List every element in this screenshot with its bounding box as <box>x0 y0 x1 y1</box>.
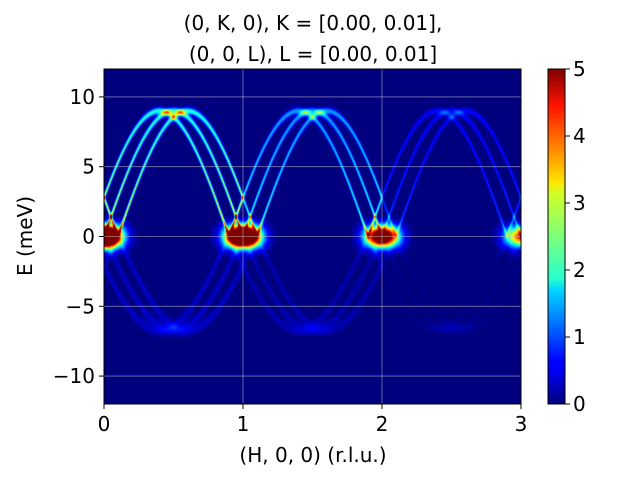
colorbar-ticks: 0 1 2 3 4 5 <box>565 57 586 416</box>
y-tick-label: −10 <box>53 364 95 388</box>
chart-title-line-2: (0, 0, L), L = [0.00, 0.01] <box>189 42 437 66</box>
colorbar-tick-label: 2 <box>573 258 586 282</box>
colorbar-tick-label: 5 <box>573 57 586 81</box>
y-tick-label: −5 <box>66 294 95 318</box>
colorbar-tick-label: 0 <box>573 392 586 416</box>
colorbar-tick-label: 1 <box>573 325 586 349</box>
x-axis-ticks: 0 1 2 3 <box>98 404 528 436</box>
x-axis-label: (H, 0, 0) (r.l.u.) <box>239 443 386 467</box>
x-tick-label: 0 <box>98 412 111 436</box>
x-tick-label: 1 <box>237 412 250 436</box>
grid-lines <box>104 69 521 404</box>
x-tick-label: 2 <box>376 412 389 436</box>
y-axis-label: E (meV) <box>13 196 37 276</box>
x-tick-label: 3 <box>515 412 528 436</box>
y-axis-ticks: −10 −5 0 5 10 <box>53 85 104 388</box>
colorbar: 0 1 2 3 4 5 <box>547 57 586 416</box>
colorbar-tick-label: 3 <box>573 191 586 215</box>
colorbar-gradient <box>547 68 566 405</box>
y-tick-label: 0 <box>82 225 95 249</box>
colorbar-tick-label: 4 <box>573 124 586 148</box>
chart-title-line-1: (0, K, 0), K = [0.00, 0.01], <box>184 11 443 35</box>
y-tick-label: 5 <box>82 155 95 179</box>
plot-area <box>103 68 522 405</box>
y-tick-label: 10 <box>70 85 95 109</box>
